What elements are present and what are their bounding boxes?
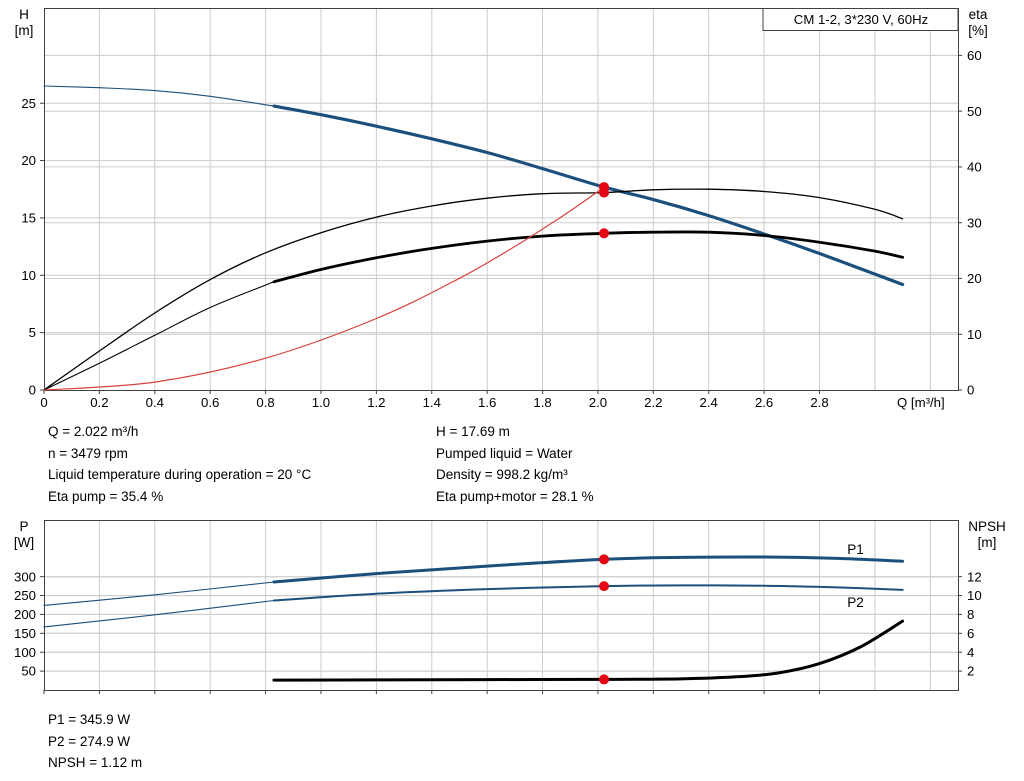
info-liquid-temperature: Liquid temperature during operation = 20… bbox=[48, 467, 312, 482]
info-p1: P1 = 345.9 W bbox=[48, 712, 131, 727]
y-right-tick-label: 2 bbox=[967, 664, 974, 679]
y-right-tick-label: 6 bbox=[967, 626, 974, 641]
x-axis-title: Q [m³/h] bbox=[897, 395, 945, 410]
plot-frame bbox=[44, 520, 959, 691]
duty-info-right-column: H = 17.69 m Pumped liquid = Water Densit… bbox=[436, 421, 594, 507]
x-tick-label: 2.4 bbox=[700, 395, 718, 410]
info-eta-pump: Eta pump = 35.4 % bbox=[48, 488, 164, 504]
curve-label-p1: P1 bbox=[847, 542, 864, 557]
y-left-tick-label: 200 bbox=[14, 607, 36, 622]
y-right-axis-unit: [m] bbox=[978, 535, 997, 550]
info-pumped-liquid: Pumped liquid = Water bbox=[436, 445, 573, 461]
x-tick-label: 1.4 bbox=[423, 395, 441, 410]
y-left-tick-label: 20 bbox=[21, 153, 36, 168]
y-left-axis-name: H bbox=[19, 7, 29, 22]
eta-pump-motor-lead bbox=[43, 281, 275, 391]
x-tick-label: 0.6 bbox=[201, 395, 219, 410]
y-right-tick-label: 20 bbox=[967, 271, 982, 286]
info-npsh: NPSH = 1.12 m bbox=[48, 755, 143, 770]
x-tick-label: 0.4 bbox=[146, 395, 164, 410]
p1-curve-lead bbox=[43, 581, 275, 606]
eta-pump-motor-curve bbox=[272, 230, 904, 284]
x-tick-label: 2.8 bbox=[810, 395, 828, 410]
pump-title-box bbox=[762, 8, 959, 31]
y-left-tick-label: 10 bbox=[21, 268, 36, 283]
x-tick-label: 1.2 bbox=[367, 395, 385, 410]
power-npsh-info-column: P1 = 345.9 W P2 = 274.9 W NPSH = 1.12 m bbox=[48, 709, 142, 774]
plot-frame bbox=[44, 8, 959, 391]
hq-eta-chart: 0 5 10 15 20 25 0 10 20 30 40 50 60 0 0.2 0.4 0.6 0.8 1.0 1… bbox=[15, 7, 988, 410]
y-left-tick-label: 15 bbox=[21, 211, 36, 226]
y-right-tick-label: 10 bbox=[967, 588, 982, 603]
y-left-axis-name: P bbox=[19, 519, 28, 534]
y-left-tick-label: 150 bbox=[14, 626, 36, 641]
x-tick-label: 0.8 bbox=[256, 395, 274, 410]
y-left-tick-label: 0 bbox=[29, 383, 36, 398]
x-tick-label: 2.0 bbox=[589, 395, 607, 410]
y-right-tick-label: 60 bbox=[967, 48, 982, 63]
y-right-tick-label: 12 bbox=[967, 569, 982, 584]
eta-pump-curve bbox=[43, 188, 904, 391]
y-right-tick-label: 8 bbox=[967, 607, 974, 622]
x-tick-label: 2.6 bbox=[755, 395, 773, 410]
system-curve bbox=[43, 186, 605, 391]
info-p2: P2 = 274.9 W bbox=[48, 733, 131, 749]
y-right-tick-label: 10 bbox=[967, 327, 982, 342]
x-tick-label: 1.6 bbox=[478, 395, 496, 410]
y-left-axis-unit: [W] bbox=[14, 535, 34, 550]
y-left-tick-label: 50 bbox=[21, 664, 36, 679]
power-npsh-chart: 50 100 150 200 250 300 2 4 6 8 10 12 P[W] NPSH[m] P1 P2 bbox=[14, 519, 1006, 694]
x-tick-label: 1.0 bbox=[312, 395, 330, 410]
y-right-tick-label: 50 bbox=[967, 104, 982, 119]
npsh-curve bbox=[272, 619, 905, 682]
duty-point-marker[interactable] bbox=[599, 187, 610, 198]
info-speed: n = 3479 rpm bbox=[48, 445, 128, 461]
p1-curve bbox=[272, 555, 905, 584]
y-left-tick-label: 250 bbox=[14, 588, 36, 603]
y-right-tick-label: 40 bbox=[967, 160, 982, 175]
info-density: Density = 998.2 kg/m³ bbox=[436, 467, 568, 482]
y-right-axis-name: NPSH bbox=[968, 519, 1006, 534]
pump-name-title: CM 1-2, 3*230 V, 60Hz bbox=[794, 12, 928, 27]
duty-point-marker[interactable] bbox=[599, 674, 610, 685]
duty-info-left-column: Q = 2.022 m³/h n = 3479 rpm Liquid tempe… bbox=[48, 421, 311, 507]
y-right-tick-label: 30 bbox=[967, 215, 982, 230]
p2-curve-lead bbox=[43, 599, 275, 628]
y-left-axis-unit: [m] bbox=[15, 23, 34, 38]
p2-curve bbox=[272, 584, 904, 602]
duty-point-marker[interactable] bbox=[599, 554, 610, 565]
y-left-tick-label: 5 bbox=[29, 325, 36, 340]
x-tick-label: 2.2 bbox=[644, 395, 662, 410]
y-right-tick-label: 4 bbox=[967, 645, 974, 660]
x-tick-label: 0.2 bbox=[90, 395, 108, 410]
info-eta-pump-motor: Eta pump+motor = 28.1 % bbox=[436, 488, 594, 504]
curve-label-p2: P2 bbox=[847, 595, 864, 610]
y-right-axis-name: eta bbox=[969, 7, 988, 22]
hq-curve-lead bbox=[43, 85, 275, 107]
y-right-tick-label: 0 bbox=[967, 383, 974, 398]
info-head: H = 17.69 m bbox=[436, 424, 510, 439]
x-tick-label: 1.8 bbox=[533, 395, 551, 410]
y-left-tick-label: 300 bbox=[14, 569, 36, 584]
x-tick-label: 0 bbox=[40, 395, 47, 410]
duty-point-marker[interactable] bbox=[599, 228, 610, 239]
duty-point-marker[interactable] bbox=[599, 581, 610, 592]
y-left-tick-label: 25 bbox=[21, 96, 36, 111]
info-flow: Q = 2.022 m³/h bbox=[48, 424, 139, 439]
y-left-tick-label: 100 bbox=[14, 645, 36, 660]
y-right-axis-unit: [%] bbox=[968, 23, 988, 38]
